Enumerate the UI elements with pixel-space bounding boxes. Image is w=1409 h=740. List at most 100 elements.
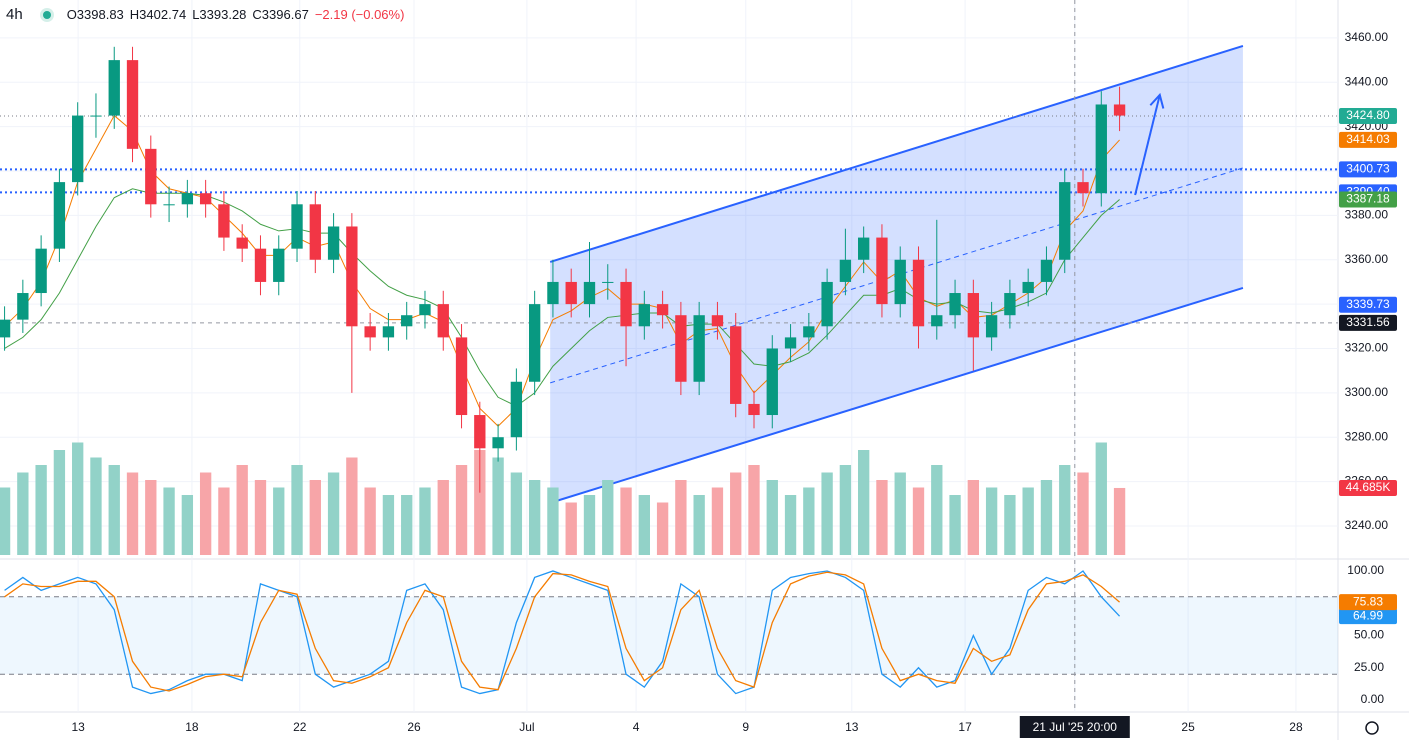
volume-bar [72,442,84,555]
y-tick-label: 3280.00 [1345,429,1389,443]
candle-body [72,115,84,183]
candle-body [273,248,285,282]
volume-bar [821,472,833,555]
candle-body [602,281,614,283]
y-tick-label: 3320.00 [1345,341,1389,355]
stoch-tick-label: 100.00 [1347,563,1384,577]
candle-body [949,293,961,316]
volume-bar [638,495,650,555]
volume-bar [583,495,596,555]
volume-bar [967,480,980,555]
volume-bar [894,472,906,555]
price-badge-bg [1339,191,1397,208]
ohlc-high: H3402.74 [129,7,187,22]
header: 4h O3398.83 H3402.74 L3393.28 C3396.67 −… [6,6,404,23]
volume-bar [766,480,778,555]
candle-body [547,281,559,305]
candle-body [1022,281,1034,294]
interval[interactable]: 4h [6,6,23,23]
volume-bar [163,487,175,555]
x-tick-label: 21 Jul '25 20:00 [1033,720,1118,734]
x-tick-label: 26 [407,720,421,734]
candle-body [218,204,230,238]
volume-bar [693,495,705,555]
volume-bar [401,495,413,555]
ohlc-low: L3393.28 [192,7,247,22]
volume-bar [931,465,943,555]
volume-bar [912,487,925,555]
volume-bar [876,480,888,555]
price-badge: 3424.80 [1346,108,1390,122]
arrow-head [1149,92,1165,109]
volume-bar [53,450,66,555]
candle-body [419,304,431,316]
x-tick-label: 22 [293,720,307,734]
volume-bar [254,480,267,555]
volume-bar [145,480,157,555]
candle-body [53,182,66,249]
candle-body [675,315,687,382]
volume-bar [327,472,340,555]
price-badge: 3400.73 [1346,162,1390,176]
settings-icon[interactable] [1365,721,1379,735]
candle-body [291,204,303,249]
volume-bar [985,487,998,555]
x-tick-label: Jul [519,720,534,734]
y-tick-label: 3300.00 [1345,385,1389,399]
candle-body [17,293,29,320]
candle-body [163,204,175,206]
candle-body [1095,104,1107,194]
x-tick-label: 13 [845,720,859,734]
candle-body [455,337,468,416]
x-tick-label: 13 [71,720,85,734]
candle-body [0,319,11,338]
candle-body [1077,182,1089,194]
price-badge-bg [1339,314,1397,331]
volume-bar [656,502,669,555]
candle-body [1004,293,1016,316]
volume-bar [309,480,321,555]
candle-body [876,237,888,305]
price-badge-bg [1339,296,1397,313]
x-tick-label: 25 [1181,720,1195,734]
candle-body [510,381,523,438]
candle-body [145,148,157,205]
candle-body [711,315,724,327]
volume-bar [492,457,504,555]
candle-body [126,60,139,149]
candle-body [236,237,248,249]
candle-body [967,293,980,338]
x-tick-label: 28 [1289,720,1303,734]
volume-bar [858,450,870,555]
candle-body [565,281,577,305]
volume-bar [236,465,248,555]
volume-bar [437,480,449,555]
volume-bar [510,472,523,555]
stoch-badge: 75.83 [1353,594,1383,608]
volume-bar [949,495,961,555]
volume-bar [90,457,102,555]
y-tick-label: 3440.00 [1345,74,1389,88]
volume-bar [547,487,559,555]
candle-body [437,304,449,338]
candle-body [309,204,321,260]
volume-bar [291,465,303,555]
x-tick-label: 17 [958,720,972,734]
volume-bar [675,480,687,555]
channel-lower [549,286,1244,504]
candle-body [254,248,267,282]
volume-bar [803,487,815,555]
candle-body [382,326,395,338]
candle-body [35,248,47,294]
candle-body [803,326,815,338]
volume-bar [1077,472,1089,555]
volume-bar [1022,487,1034,555]
candle-body [181,193,194,205]
price-badge-bg [1339,161,1397,178]
volume-bar [784,495,797,555]
price-badge: 3387.18 [1346,192,1390,206]
candle-body [839,259,852,282]
candle-body [199,193,212,205]
volume-bar [839,465,852,555]
